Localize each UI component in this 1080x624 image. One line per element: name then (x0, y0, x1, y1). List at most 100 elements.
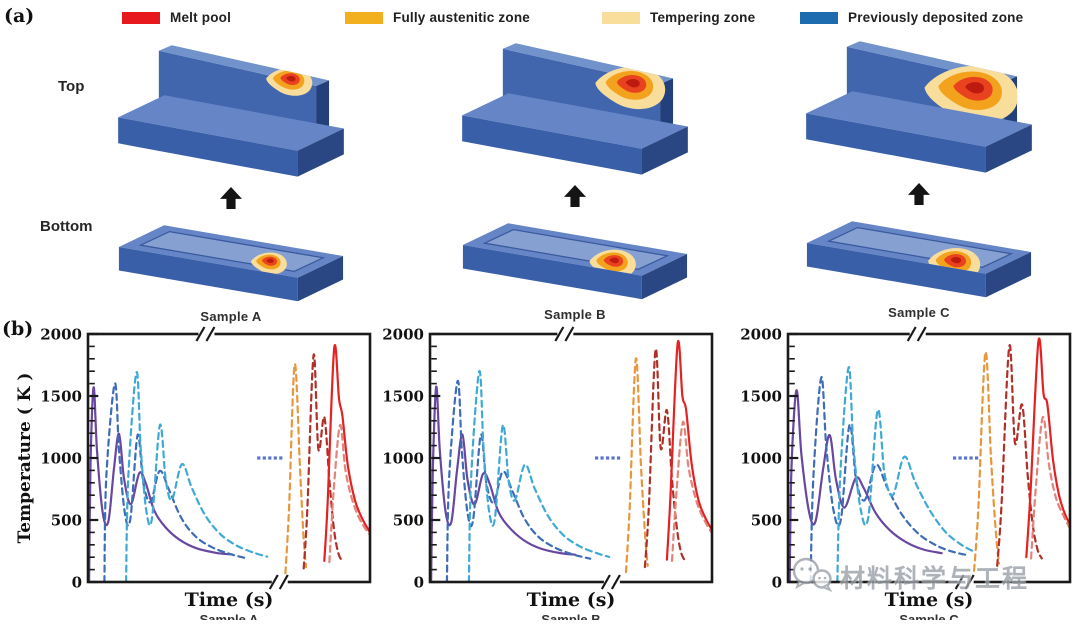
legend-label: Fully austenitic zone (393, 10, 530, 25)
row-label-top: Top (58, 78, 85, 95)
legend-label: Previously deposited zone (848, 10, 1024, 25)
continuation-dots (257, 456, 261, 460)
continuation-dots (273, 456, 277, 460)
y-tick-label: 1000 (40, 450, 82, 468)
base-top-face (118, 95, 344, 151)
series-late-secondary-peak (670, 420, 712, 562)
chart-title: Sample B (541, 612, 600, 620)
y-tick-label: 500 (393, 512, 424, 530)
x-axis-title: Time (s) (185, 589, 274, 611)
x-axis-title: Time (s) (885, 589, 974, 611)
plot-frame (86, 332, 372, 584)
plot-frame (428, 332, 714, 584)
axis-break-mark (954, 574, 965, 590)
y-tick-label: 2000 (740, 326, 782, 344)
series-late-layer-n-1 (996, 344, 1043, 567)
x-axis-title: Time (s) (527, 589, 616, 611)
melt-pool (266, 67, 313, 96)
y-tick-label: 1500 (382, 388, 424, 406)
melt-pool (589, 249, 636, 276)
panel-a-label: (a) (4, 5, 35, 27)
continuation-dots (969, 456, 973, 460)
series-late-layer-n (323, 344, 370, 562)
series-late-secondary-peak (1030, 415, 1070, 560)
axis-break-mark (600, 574, 611, 590)
legend-item-austenitic: Fully austenitic zone (345, 10, 530, 25)
deposited-swatch (800, 11, 838, 24)
y-tick-label: 0 (72, 574, 82, 592)
y-tick-label: 2000 (40, 326, 82, 344)
y-tick-label: 1000 (740, 450, 782, 468)
thermal-history-chart-sample-c: 0 500 1000 1500 2000 Time (s) Sample C (738, 318, 1078, 624)
sample-c-caption: Sample C (888, 305, 950, 320)
continuation-dots (952, 456, 957, 460)
sample-b-bottom-illustration (450, 207, 700, 306)
y-tick-label: 1000 (382, 450, 424, 468)
y-tick-label: 500 (51, 512, 82, 530)
axis-break-mark (554, 326, 565, 342)
thermal-history-chart-sample-a: 0 500 1000 1500 2000 Time (s) Sample A (38, 318, 378, 624)
sample-c-top-illustration (794, 32, 1044, 185)
series-late-secondary-peak (328, 423, 370, 564)
melt-pool-swatch (122, 11, 160, 24)
axis-break-mark (906, 326, 917, 342)
austenitic-swatch (345, 11, 383, 24)
series-layer-3-thermal-cycle (467, 370, 611, 582)
y-axis-title: Temperature ( K ) (15, 372, 35, 544)
y-tick-label: 500 (751, 512, 782, 530)
base-top-face (462, 93, 688, 149)
continuation-dots (262, 456, 266, 460)
sample-group-a: Sample A (88, 36, 374, 324)
melt-pool (595, 66, 666, 110)
melt-pool (924, 65, 1018, 123)
axis-break-mark (268, 574, 279, 590)
sample-a-bottom-illustration (106, 209, 356, 308)
chart-svg: 0 500 1000 1500 2000 Time (s)Sample C (740, 326, 1072, 624)
series-late-layer-n (1025, 337, 1070, 559)
continuation-dots (611, 456, 615, 460)
up-arrow-icon (563, 185, 587, 207)
axis-break-mark (195, 326, 206, 342)
y-tick-label: 1500 (740, 388, 782, 406)
sample-group-c: Sample C (776, 32, 1062, 320)
series-layer-2-thermal-cycle (445, 379, 592, 582)
series-layer-1-thermal-cycle (88, 386, 233, 582)
continuation-dots (616, 456, 621, 460)
continuation-dots (958, 456, 962, 460)
panel-b-label: (b) (2, 318, 34, 340)
series-late-layer-n-1 (302, 353, 345, 570)
up-arrow-icon (219, 187, 243, 209)
continuation-dots (974, 456, 979, 460)
sample-b-top-illustration (450, 34, 700, 187)
y-tick-label: 0 (414, 574, 424, 592)
continuation-dots (268, 456, 272, 460)
chart-title: Sample C (899, 612, 959, 620)
sample-c-bottom-illustration (794, 205, 1044, 304)
continuation-dots (279, 456, 283, 460)
sample-a-caption: Sample A (200, 309, 262, 324)
series-layer-1-thermal-cycle (430, 385, 577, 582)
continuation-dots (963, 456, 968, 460)
legend-item-melt-pool: Melt pool (122, 10, 231, 25)
series-layer-3-thermal-cycle (836, 366, 974, 582)
series-layer-1-thermal-cycle (788, 389, 943, 582)
chart-svg: 0 500 1000 1500 2000 Time (s)Sample B (382, 326, 714, 624)
sample-group-b: Sample B (432, 34, 718, 322)
plot-frame (786, 332, 1072, 584)
continuation-dots (600, 456, 604, 460)
sample-a-top-illustration (106, 36, 356, 189)
y-tick-label: 0 (772, 574, 782, 592)
chart-svg: 0 500 1000 1500 2000 Time (s)Sample A (40, 326, 372, 624)
up-arrow-icon (907, 183, 931, 205)
base-top-face (806, 91, 1032, 147)
legend-item-tempering: Tempering zone (602, 10, 755, 25)
continuation-dots (594, 456, 599, 460)
chart-title: Sample A (200, 612, 259, 620)
y-tick-label: 1500 (40, 388, 82, 406)
tempering-swatch (602, 11, 640, 24)
thermal-history-chart-sample-b: 0 500 1000 1500 2000 Time (s) Sample B (380, 318, 720, 624)
y-tick-label: 2000 (382, 326, 424, 344)
sample-b-caption: Sample B (544, 307, 606, 322)
series-late-layer-n-1 (643, 348, 687, 569)
